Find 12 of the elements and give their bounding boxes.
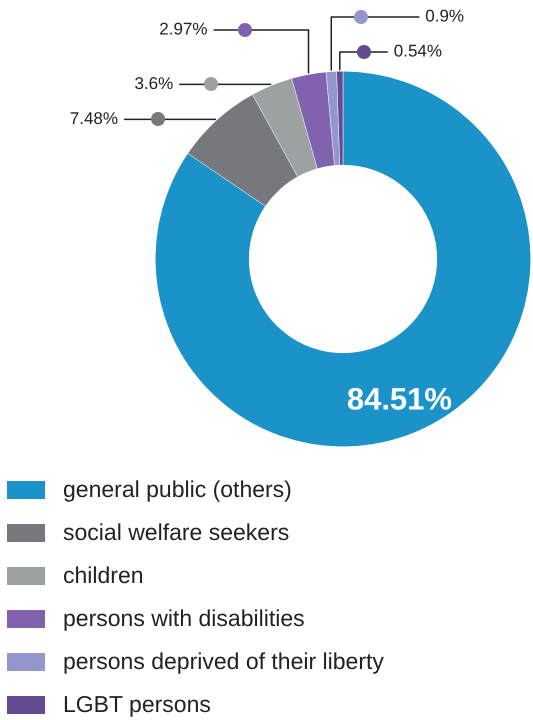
data-label: 7.48% bbox=[70, 109, 118, 128]
data-label: 2.97% bbox=[159, 20, 208, 39]
data-label: 84.51% bbox=[346, 382, 452, 417]
legend-label: social welfare seekers bbox=[63, 519, 290, 546]
legend-label: children bbox=[63, 562, 144, 589]
legend-label: LGBT persons bbox=[63, 691, 211, 718]
legend-label: general public (others) bbox=[63, 476, 292, 503]
data-label: 3.6% bbox=[134, 74, 174, 94]
data-label: 0.9% bbox=[425, 6, 464, 26]
data-label: 0.54% bbox=[394, 42, 442, 61]
legend-label: persons deprived of their liberty bbox=[63, 648, 384, 675]
legend-label: persons with disabilities bbox=[63, 605, 305, 632]
